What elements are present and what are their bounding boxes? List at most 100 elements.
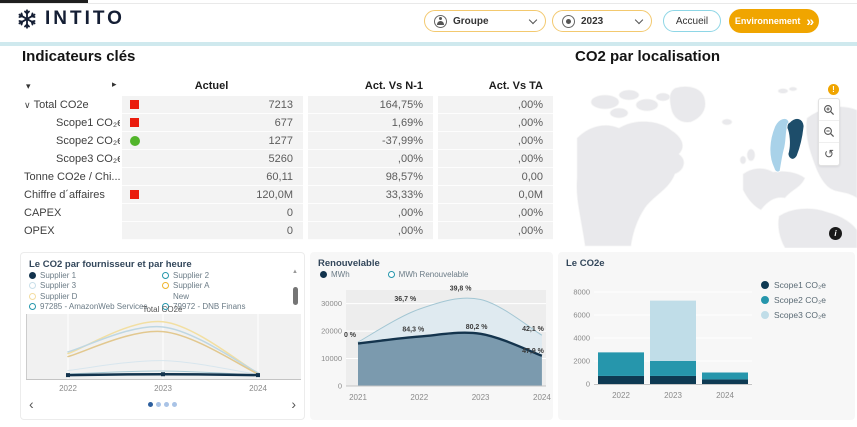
legend-item[interactable]: Supplier D <box>29 291 162 302</box>
page-prev-icon[interactable]: ‹ <box>29 396 34 412</box>
legend-item[interactable]: 79972 - DNB Finans <box>162 302 287 313</box>
actuel-cell: 0 <box>122 204 303 222</box>
renewable-panel-title: Renouvelable <box>318 258 380 269</box>
legend-item[interactable]: MWh <box>320 270 350 279</box>
vs-n1-cell: 164,75% <box>308 96 433 114</box>
accueil-button[interactable]: Accueil <box>663 10 721 32</box>
zoom-out-button[interactable] <box>819 121 839 143</box>
legend-item[interactable]: Scope3 CO₂e <box>761 310 826 320</box>
vs-n1-cell: 1,69% <box>308 114 433 132</box>
actuel-value: 5260 <box>268 152 293 165</box>
legend-label: Supplier D <box>40 291 78 301</box>
legend-label: MWh <box>331 270 350 279</box>
svg-text:2022: 2022 <box>612 391 630 400</box>
pagination-dot[interactable] <box>156 401 161 407</box>
actuel-value: 7213 <box>268 98 293 111</box>
pagination-dots[interactable] <box>29 401 296 407</box>
chevron-down-icon[interactable]: ∨ <box>24 99 31 110</box>
svg-text:39,8 %: 39,8 % <box>450 285 473 292</box>
legend-item[interactable]: Supplier 3 <box>29 281 162 292</box>
actuel-cell: 7213 <box>122 96 303 114</box>
vs-ta-cell: ,00% <box>438 114 553 132</box>
table-row[interactable]: ∨ Total CO2e 7213 164,75% ,00% <box>22 96 553 114</box>
legend-item[interactable]: MWh Renouvelable <box>387 270 468 279</box>
row-label-cell: CAPEX <box>22 207 120 219</box>
scroll-up-icon[interactable]: ▲ <box>292 269 298 275</box>
actuel-value: 0 <box>286 224 293 237</box>
legend-marker-icon <box>29 282 36 290</box>
legend-item[interactable]: Supplier 2 <box>162 270 287 281</box>
actuel-cell: 120,0M <box>122 186 303 204</box>
svg-text:2000: 2000 <box>573 357 590 366</box>
table-row[interactable]: Scope3 CO₂e 5260 ,00% ,00% <box>22 150 553 168</box>
row-label: OPEX <box>24 225 55 237</box>
table-row[interactable]: CAPEX 0 ,00% ,00% <box>22 204 553 222</box>
vs-n1-cell: ,00% <box>308 204 433 222</box>
renewable-plot[interactable]: 0 10000 20000 30000 0 % 36,7 % 39,8 % 42,1 % 84,… <box>310 282 553 420</box>
world-map[interactable] <box>575 78 857 248</box>
legend-item[interactable]: Scope1 CO₂e <box>761 280 826 290</box>
map-toolbar: ↺ <box>818 98 840 166</box>
filter-caret-icon[interactable]: ▾ <box>26 80 31 91</box>
year-filter-dropdown[interactable]: 2023 <box>552 10 652 32</box>
column-header-vs-ta[interactable]: Act. Vs TA <box>488 80 543 92</box>
legend-item[interactable]: New <box>162 291 287 302</box>
pagination-dot[interactable] <box>172 401 177 407</box>
legend-item[interactable]: 97285 - AmazonWeb Services <box>29 302 162 313</box>
pagination-dot[interactable] <box>148 401 153 407</box>
vs-n1-cell: ,00% <box>308 222 433 240</box>
actuel-cell: 1277 <box>122 132 303 150</box>
row-label-cell: Scope3 CO₂e <box>22 153 120 165</box>
chart-pager: ‹ › <box>29 395 296 413</box>
map-region-sweden-norway[interactable] <box>769 118 790 173</box>
legend-marker-icon <box>320 271 327 278</box>
svg-text:42,1 %: 42,1 % <box>522 326 545 333</box>
row-label: Tonne CO2e / Chi... <box>24 171 120 183</box>
svg-text:0: 0 <box>338 382 342 391</box>
chevron-down-icon <box>634 15 644 24</box>
table-row[interactable]: Scope2 CO₂e 1277 -37,99% ,00% <box>22 132 553 150</box>
user-icon <box>434 14 447 28</box>
supplier-chart-card: Le CO2 par fournisseur et par heure Supp… <box>20 252 305 420</box>
legend-item[interactable]: Supplier A <box>162 281 287 292</box>
map-region-finland[interactable] <box>786 118 805 160</box>
legend-item[interactable]: Scope2 CO₂e <box>761 295 826 305</box>
zoom-in-icon <box>824 104 835 115</box>
column-header-actuel[interactable]: Actuel <box>194 80 229 92</box>
svg-text:10000: 10000 <box>321 354 342 363</box>
legend-marker-icon <box>761 296 769 304</box>
row-label-cell: Scope1 CO₂e <box>22 117 120 129</box>
actuel-cell: 5260 <box>122 150 303 168</box>
zoom-in-button[interactable] <box>819 99 839 121</box>
legend-label: Scope3 CO₂e <box>774 310 826 320</box>
environnement-button[interactable]: Environnement » <box>729 9 819 33</box>
red-square-indicator <box>130 118 139 127</box>
warning-badge[interactable]: ! <box>828 84 839 95</box>
logo[interactable]: INTITO <box>16 8 125 30</box>
table-row[interactable]: OPEX 0 ,00% ,00% <box>22 222 553 240</box>
legend-marker-icon <box>162 293 169 300</box>
svg-text:84,3 %: 84,3 % <box>402 327 425 334</box>
page-next-icon[interactable]: › <box>291 396 296 412</box>
vs-n1-cell: 98,57% <box>308 168 433 186</box>
table-row[interactable]: Chiffre d´affaires 120,0M 33,33% 0,0M <box>22 186 553 204</box>
row-label: Chiffre d´affaires <box>24 189 105 201</box>
group-filter-label: Groupe <box>453 15 489 27</box>
group-filter-dropdown[interactable]: Groupe <box>424 10 546 32</box>
pagination-dot[interactable] <box>164 401 169 407</box>
reset-view-button[interactable]: ↺ <box>819 143 839 165</box>
scroll-thumb[interactable] <box>292 287 298 305</box>
table-row[interactable]: Tonne CO2e / Chi... 60,11 98,57% 0,00 <box>22 168 553 186</box>
column-header-vs-n1[interactable]: Act. Vs N-1 <box>364 80 423 92</box>
supplier-plot[interactable]: 2022 2023 2024 <box>26 314 301 394</box>
svg-text:6000: 6000 <box>573 311 590 320</box>
actuel-value: 677 <box>274 116 293 129</box>
legend-item[interactable]: Supplier 1 <box>29 270 162 281</box>
info-badge[interactable]: i <box>829 227 842 240</box>
table-row[interactable]: Scope1 CO₂e 677 1,69% ,00% <box>22 114 553 132</box>
vs-n1-cell: 33,33% <box>308 186 433 204</box>
legend-marker-icon <box>29 303 36 311</box>
co2e-plot[interactable]: 0 2000 4000 6000 8000 2022 2023 2024 <box>558 266 855 416</box>
svg-text:2023: 2023 <box>664 391 682 400</box>
expand-caret-icon[interactable]: ▸ <box>112 79 117 89</box>
